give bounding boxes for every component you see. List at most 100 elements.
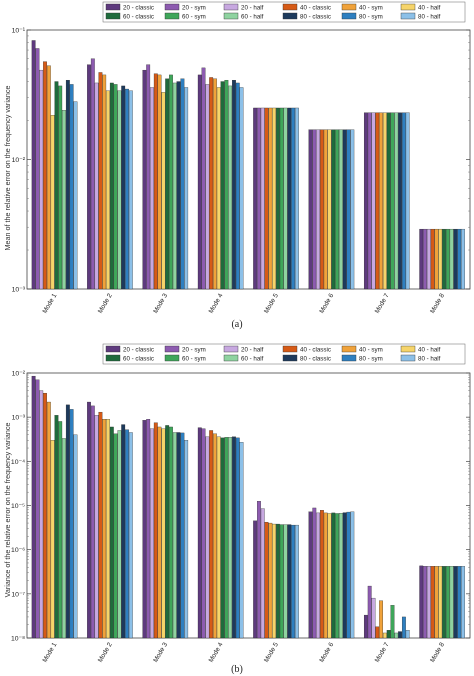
x-tick-label: Mode 6 [318,292,335,315]
legend-label: 80 - half [418,14,441,21]
legend-frame [102,343,466,365]
bar [405,630,410,639]
legend-label: 40 - classic [300,347,331,354]
bar [382,632,387,639]
bar [386,630,391,639]
legend-label: 80 - sym [359,356,383,363]
bar [58,421,63,639]
y-ticks-a: 10⁻³ 10⁻² 10⁻¹ [12,28,470,294]
bar [216,87,221,290]
bar [46,401,51,639]
bar [272,523,277,639]
bar [205,84,210,290]
bar [386,112,391,290]
bar [308,129,313,290]
y-tick-label: 10⁻⁶ [11,547,25,554]
bar [323,129,328,290]
bar [342,512,347,639]
bar [264,107,269,290]
bar [419,228,424,290]
bar [438,228,443,290]
x-tick-label: Mode 1 [42,292,59,315]
bar [260,508,265,639]
y-axis-label-a: Mean of the relative error on the freque… [3,85,12,250]
legend-label: 40 - half [418,347,441,354]
x-tick-label: Mode 5 [263,292,280,315]
bar [125,429,129,639]
legend-label: 80 - classic [300,14,331,21]
bar [331,512,336,639]
bar [205,436,210,639]
bar [457,228,462,290]
legend-swatch [400,345,416,353]
bar [46,65,51,290]
bar [295,524,299,639]
bar [394,112,399,290]
bar [235,82,240,290]
y-tick-label: 10⁻⁵ [11,503,25,510]
bar [419,565,424,639]
caption-a: (a) [231,319,242,330]
bar [213,433,217,639]
legend-swatch [400,354,416,362]
bar [50,115,55,290]
bar [283,107,288,290]
bar [176,432,181,639]
bar [90,405,95,639]
bar [312,129,317,290]
bar [98,72,103,290]
legend-label: 60 - half [241,14,264,21]
bar [390,605,395,639]
bar [405,112,410,290]
bar [113,84,118,290]
legend-swatch [223,354,239,362]
bar [165,78,170,290]
bar [442,566,446,639]
bar [220,437,225,639]
bar [253,520,258,639]
legend-b: 20 - classic 20 - sym 20 - half 40 - classi… [102,343,466,365]
legend-label: 20 - half [241,347,264,354]
bar [308,511,313,639]
x-tick-label: Mode 2 [97,641,114,664]
bar [350,129,355,290]
bar [65,79,70,290]
legend-swatch [341,345,357,353]
bar [426,228,431,290]
bar [371,597,376,639]
bar [106,90,110,290]
legend-swatch [341,12,357,20]
legend-label: 40 - half [418,5,441,12]
bar [316,512,321,639]
bar [153,73,158,290]
bar [169,74,173,290]
bar [106,419,110,639]
bar [339,129,343,290]
bar [228,437,233,639]
bar [146,64,151,290]
bar [43,392,47,639]
bar [224,437,229,639]
bar [197,427,202,639]
bar [235,437,240,639]
legend-label: 40 - sym [359,347,383,354]
legend-swatch [400,12,416,20]
bar [224,79,229,290]
bar [220,81,225,290]
bar [398,112,402,290]
legend-swatch [282,12,298,20]
bar [438,566,443,639]
bar [65,404,70,639]
bar [228,85,233,290]
x-ticks-a: Mode 1 Mode 2 Mode 3 Mode 4 Mode 5 Mode 6 Mode… [42,292,447,315]
bar [331,129,336,290]
bar [398,631,402,639]
bar [209,77,214,290]
bar [165,425,170,639]
legend-label: 60 - sym [182,356,206,363]
bar [197,74,202,290]
bar [339,513,343,639]
legend-swatch [164,354,180,362]
bars-a [31,40,465,290]
bar [98,411,103,639]
